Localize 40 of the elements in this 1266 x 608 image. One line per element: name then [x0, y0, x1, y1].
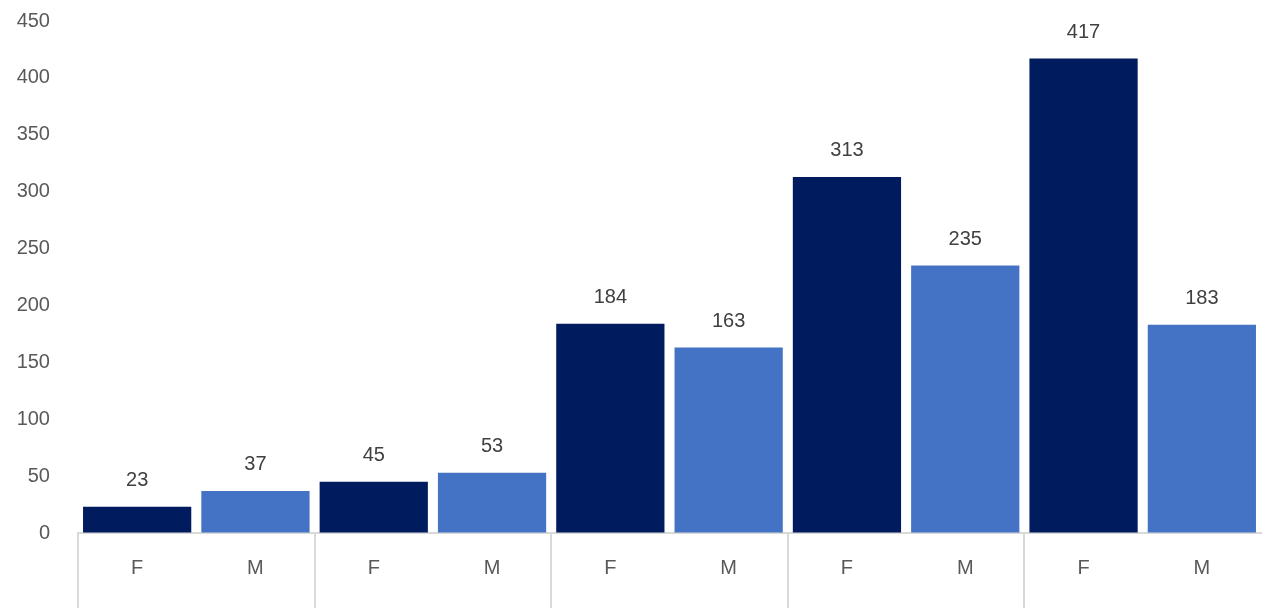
bar	[83, 506, 192, 533]
data-label: 184	[593, 285, 628, 308]
bar	[319, 481, 428, 533]
x-tick-label: F	[840, 555, 854, 578]
data-label: 23	[126, 468, 149, 491]
x-tick-label: F	[131, 555, 144, 578]
bar	[674, 347, 783, 533]
data-label: 53	[480, 434, 504, 457]
y-tick-label: 250	[16, 236, 50, 259]
y-tick-label: 300	[16, 179, 50, 202]
x-tick-label: M	[1193, 555, 1211, 578]
data-label: 417	[1066, 20, 1101, 43]
y-tick-label: 350	[16, 122, 50, 145]
x-tick-label: M	[483, 555, 501, 578]
bar	[1029, 58, 1138, 533]
y-tick-label: 0	[38, 520, 50, 543]
data-label: 37	[244, 452, 267, 475]
data-label: 313	[830, 138, 864, 161]
bar	[911, 265, 1020, 533]
x-tick-label: F	[367, 555, 380, 578]
data-label: 163	[711, 309, 746, 332]
data-label: 183	[1185, 286, 1219, 309]
y-tick-label: 400	[16, 65, 50, 88]
y-tick-label: 200	[16, 292, 50, 315]
data-label: 235	[948, 227, 982, 250]
bar	[556, 323, 665, 533]
y-tick-label: 450	[16, 8, 50, 31]
x-tick-label: F	[1077, 555, 1090, 578]
x-tick-label: M	[247, 555, 264, 578]
y-tick-label: 150	[16, 349, 50, 372]
bar	[792, 176, 902, 533]
bar	[1147, 324, 1256, 533]
y-tick-label: 50	[27, 463, 50, 486]
x-tick-label: M	[956, 555, 974, 578]
bar	[437, 472, 547, 533]
data-label: 45	[362, 443, 385, 466]
x-tick-label: M	[720, 555, 737, 578]
y-tick-label: 100	[16, 406, 50, 429]
x-tick-label: F	[604, 555, 617, 578]
bar	[201, 490, 310, 533]
